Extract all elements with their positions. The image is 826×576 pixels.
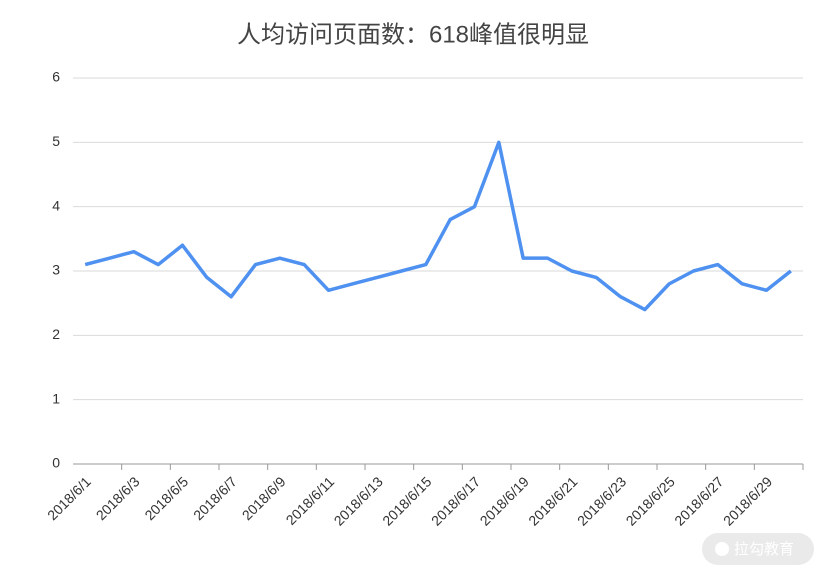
x-tick-label: 2018/6/11 [283,473,338,528]
series-line [84,140,792,312]
x-tick-label: 2018/6/19 [477,473,533,529]
x-tick-label: 2018/6/1 [44,473,94,523]
x-tick-label: 2018/6/27 [671,473,727,529]
x-tick-label: 2018/6/25 [623,473,679,529]
y-tick-label: 4 [52,197,60,213]
x-tick-label: 2018/6/17 [428,473,484,529]
y-tick-label: 5 [52,133,60,149]
x-tick-label: 2018/6/5 [141,473,191,523]
y-tick-label: 2 [52,326,60,342]
x-tick-label: 2018/6/23 [574,473,630,529]
y-tick-label: 3 [52,262,60,278]
x-tick-label: 2018/6/9 [239,473,289,523]
x-tick-label: 2018/6/7 [190,473,240,523]
x-tick-label: 2018/6/21 [525,473,581,529]
y-tick-label: 1 [52,390,60,406]
y-tick-label: 0 [52,455,60,471]
y-tick-label: 6 [52,69,60,85]
x-tick-label: 2018/6/15 [379,473,435,529]
watermark-badge [702,533,814,565]
x-tick-label: 2018/6/29 [720,473,776,529]
x-tick-label: 2018/6/13 [331,473,387,529]
watermark-icon [715,542,729,556]
x-tick-label: 2018/6/3 [93,473,143,523]
chart-title: 人均访问页面数：618峰值很明显 [237,21,589,48]
watermark: 拉勾教育 [734,541,794,558]
